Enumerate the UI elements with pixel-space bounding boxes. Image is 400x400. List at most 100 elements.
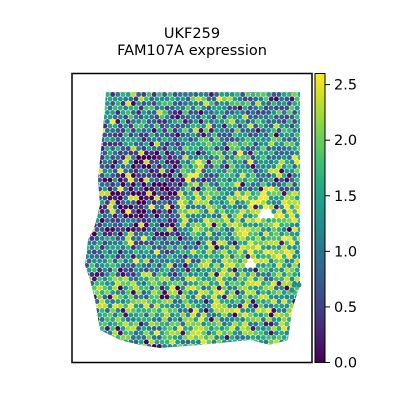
- spot: [266, 272, 271, 277]
- spot: [115, 290, 120, 295]
- spot: [147, 317, 152, 322]
- spot: [136, 119, 141, 124]
- spot: [162, 101, 167, 106]
- spot: [95, 236, 100, 241]
- spot: [139, 115, 144, 120]
- spot: [108, 241, 113, 246]
- spot: [183, 173, 188, 178]
- spot: [240, 290, 245, 295]
- spot: [152, 236, 157, 241]
- spot: [199, 290, 204, 295]
- spot: [89, 272, 94, 277]
- spot: [271, 92, 276, 97]
- spot: [292, 182, 297, 187]
- spot: [123, 223, 128, 228]
- spot: [170, 304, 175, 309]
- spot: [295, 97, 300, 102]
- spot: [279, 205, 284, 210]
- spot: [243, 295, 248, 300]
- spot: [123, 169, 128, 174]
- spot: [209, 263, 214, 268]
- spot: [271, 326, 276, 331]
- spot: [243, 106, 248, 111]
- spot: [154, 295, 159, 300]
- spot: [154, 106, 159, 111]
- spot: [245, 335, 250, 340]
- spot: [102, 223, 107, 228]
- spot: [282, 92, 287, 97]
- spot: [121, 92, 126, 97]
- spot: [160, 259, 165, 264]
- spot: [121, 182, 126, 187]
- spot: [160, 178, 165, 183]
- spot: [139, 232, 144, 237]
- spot: [209, 146, 214, 151]
- spot: [274, 97, 279, 102]
- spot: [170, 340, 175, 345]
- spot: [87, 259, 92, 264]
- spot: [206, 151, 211, 156]
- spot: [178, 146, 183, 151]
- spot: [191, 106, 196, 111]
- spot: [214, 245, 219, 250]
- spot: [219, 245, 224, 250]
- spot: [152, 164, 157, 169]
- spot: [123, 133, 128, 138]
- spot: [123, 322, 128, 327]
- spot: [206, 115, 211, 120]
- spot: [136, 92, 141, 97]
- spot: [206, 232, 211, 237]
- spot: [251, 137, 256, 142]
- spot: [196, 124, 201, 129]
- spot: [209, 326, 214, 331]
- spot: [292, 263, 297, 268]
- spot: [258, 106, 263, 111]
- spot: [206, 331, 211, 336]
- spot: [225, 155, 230, 160]
- spot: [271, 272, 276, 277]
- spot: [230, 335, 235, 340]
- spot: [261, 281, 266, 286]
- spot: [277, 290, 282, 295]
- spot: [152, 119, 157, 124]
- spot: [170, 322, 175, 327]
- spot: [230, 110, 235, 115]
- spot: [131, 272, 136, 277]
- spot: [274, 259, 279, 264]
- spot: [201, 97, 206, 102]
- spot: [165, 340, 170, 345]
- spot: [175, 124, 180, 129]
- spot: [183, 137, 188, 142]
- spot: [152, 92, 157, 97]
- spot: [175, 241, 180, 246]
- spot: [175, 115, 180, 120]
- spot: [175, 232, 180, 237]
- spot: [230, 317, 235, 322]
- spot: [222, 331, 227, 336]
- spot: [188, 236, 193, 241]
- spot: [173, 128, 178, 133]
- spot: [219, 137, 224, 142]
- spot: [102, 313, 107, 318]
- spot: [128, 241, 133, 246]
- spot: [269, 142, 274, 147]
- spot: [167, 110, 172, 115]
- spot: [134, 142, 139, 147]
- spot: [102, 178, 107, 183]
- spot: [115, 209, 120, 214]
- spot: [235, 245, 240, 250]
- spot: [173, 164, 178, 169]
- spot: [269, 313, 274, 318]
- spot: [217, 169, 222, 174]
- spot: [261, 263, 266, 268]
- spot: [126, 335, 131, 340]
- spot: [178, 92, 183, 97]
- spot: [196, 97, 201, 102]
- spot: [160, 106, 165, 111]
- spot: [105, 290, 110, 295]
- spot: [157, 236, 162, 241]
- spot: [277, 128, 282, 133]
- spot: [235, 308, 240, 313]
- spot: [219, 119, 224, 124]
- spot: [180, 286, 185, 291]
